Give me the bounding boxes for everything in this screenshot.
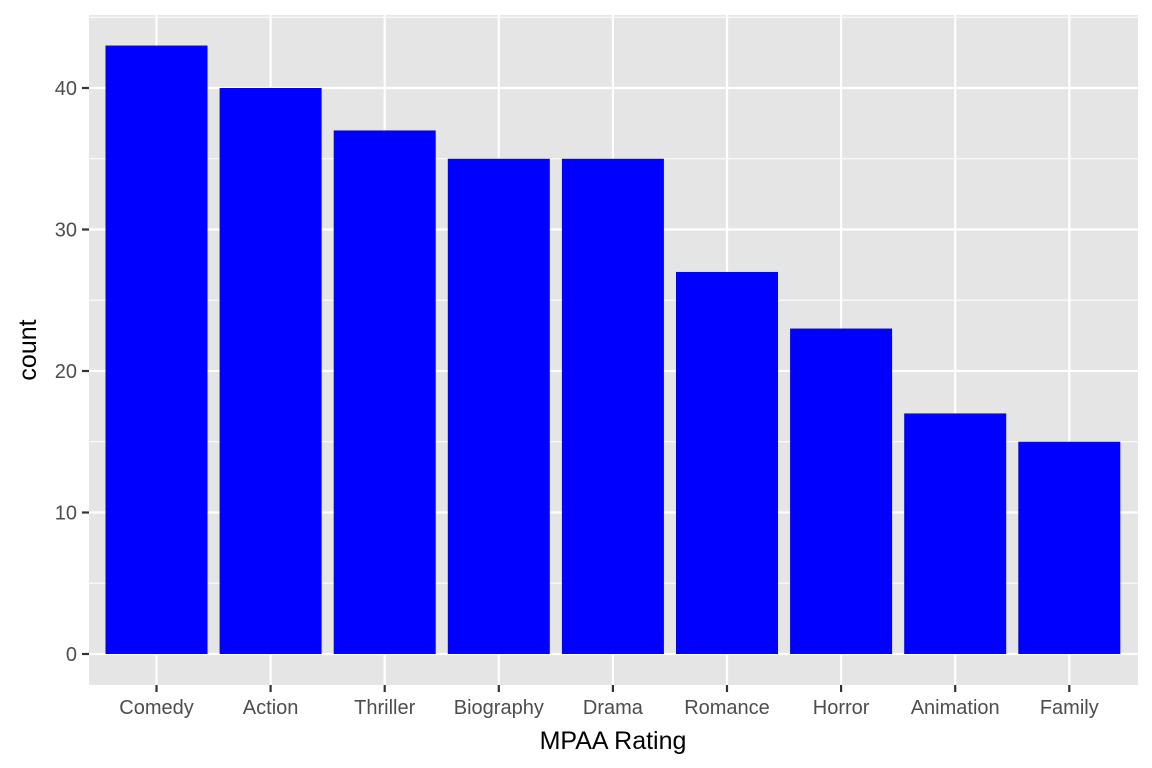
y-tick-label: 30 bbox=[55, 220, 77, 242]
bars bbox=[105, 45, 1121, 655]
x-tick-label: Drama bbox=[583, 697, 644, 719]
x-tick-label: Biography bbox=[454, 697, 544, 719]
bar bbox=[447, 158, 550, 654]
x-tick-label: Horror bbox=[813, 697, 870, 719]
x-axis: Comedy Action Thriller Biography Drama Romanc… bbox=[119, 685, 1099, 719]
x-tick-label: Romance bbox=[684, 697, 770, 719]
x-tick-label: Thriller bbox=[354, 697, 415, 719]
x-tick-label: Comedy bbox=[119, 697, 193, 719]
bar bbox=[676, 271, 778, 654]
x-tick-label: Animation bbox=[911, 697, 1000, 719]
bar bbox=[105, 45, 208, 655]
bar bbox=[219, 88, 322, 654]
bar bbox=[333, 130, 436, 654]
bar bbox=[904, 413, 1007, 654]
x-axis-title: MPAA Rating bbox=[540, 727, 687, 755]
y-tick-label: 10 bbox=[55, 503, 77, 525]
y-axis-title: count bbox=[14, 319, 42, 380]
x-tick-label: Family bbox=[1040, 697, 1099, 719]
bar bbox=[790, 328, 893, 654]
y-tick-label: 40 bbox=[55, 78, 77, 100]
bar bbox=[1018, 441, 1121, 654]
y-tick-label: 20 bbox=[55, 361, 77, 383]
bar bbox=[561, 158, 664, 654]
x-tick-label: Action bbox=[243, 697, 299, 719]
y-axis: 0 10 20 30 40 bbox=[55, 78, 89, 666]
y-tick-label: 0 bbox=[66, 644, 77, 666]
